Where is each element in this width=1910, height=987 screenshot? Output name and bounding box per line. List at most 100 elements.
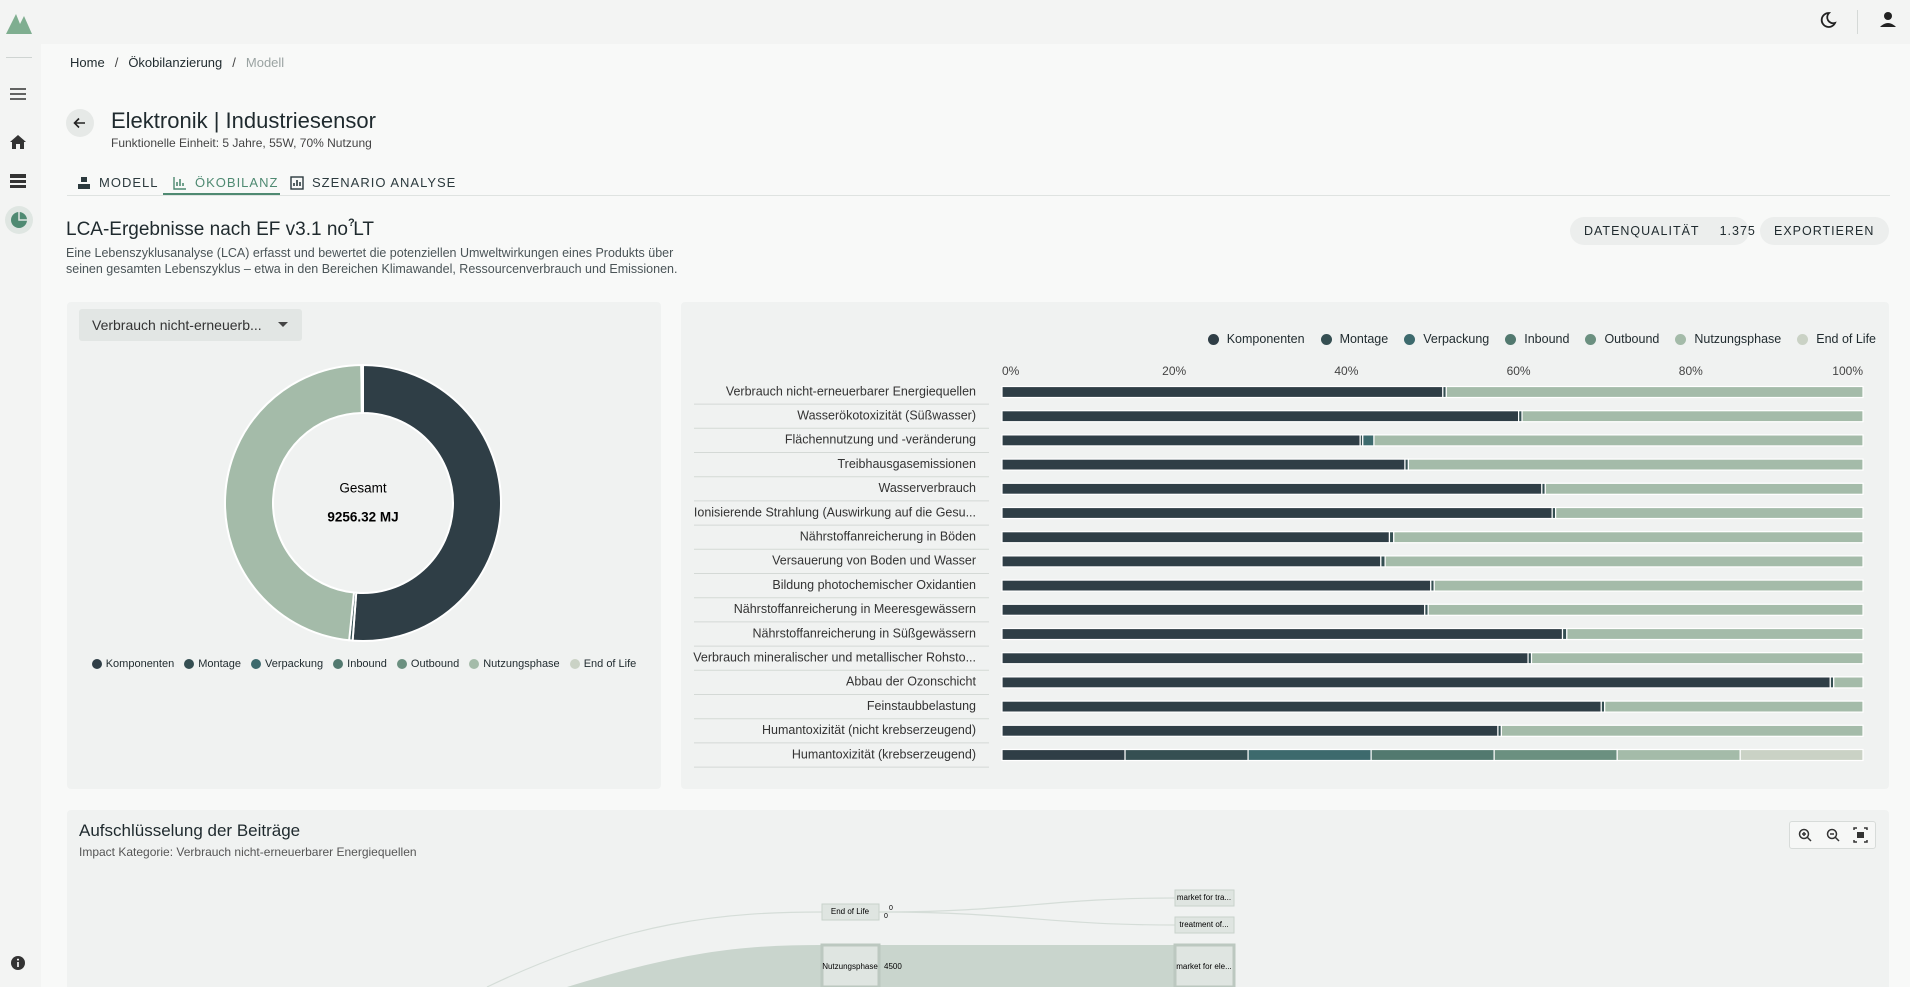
legend-item: Verpackung [251,658,323,670]
bar-segment [1001,385,1444,399]
y-tick-label: Flächennutzung und -veränderung [785,433,976,447]
y-tick-label: Humantoxizität (krebserzeugend) [792,747,976,761]
bar-segment [1001,652,1529,665]
bar-segment [1001,506,1553,520]
tab[interactable]: ÖKOBILANZ [173,175,278,190]
legend-item: Inbound [1505,332,1569,346]
donut-slice [224,363,363,642]
zoom-out[interactable] [1826,828,1840,842]
bar-segment [1739,748,1864,762]
x-tick-label: 40% [1334,364,1358,378]
y-tick-label: Bildung photochemischer Oxidantien [772,578,976,592]
breadcrumb-link[interactable]: Home [70,55,105,70]
y-tick-label: Feinstaubbelastung [867,699,976,713]
select-value: Verbrauch nicht-erneuerb... [92,317,262,333]
bar-segment [1833,676,1864,689]
tab[interactable]: MODELL [77,175,158,190]
tab-icon [173,176,186,190]
fit-view[interactable] [1853,827,1868,843]
zoom-controls [1789,821,1876,849]
flow [878,897,1176,913]
bar-segment [1362,434,1375,447]
zoom-in[interactable] [1798,828,1812,842]
user-menu[interactable] [1877,9,1899,31]
bar-segment [1530,652,1864,665]
node-label: market for ele... [1176,962,1232,971]
y-tick-label: Versauerung von Boden und Wasser [772,554,976,568]
x-tick-label: 60% [1507,364,1531,378]
bar-segment [1001,531,1391,544]
legend-swatch [396,659,407,669]
legend: Komponenten Montage Verpackung Inbound Outbo… [1207,332,1876,346]
legend-swatch [469,659,480,669]
logo[interactable] [4,8,34,38]
node[interactable] [1174,889,1235,907]
data-quality-button[interactable]: DATENQUALITÄT 1.375 [1570,217,1755,245]
node-label: Nutzungsphase [822,962,878,971]
center-label: Gesamt [339,481,387,496]
node[interactable] [820,943,881,987]
legend-item: Nutzungsphase [1675,332,1781,346]
tab[interactable]: SZENARIO ANALYSE [290,175,456,190]
bar-segment [1380,555,1386,568]
flow-value: 0 [889,905,893,912]
flow [567,945,879,987]
bar-segment [1493,748,1618,762]
x-tick-label: 20% [1162,364,1186,378]
info-icon[interactable] [10,955,26,971]
bar-segment [1001,603,1426,616]
bar-segment [1001,410,1520,423]
divider [1857,10,1858,34]
breadcrumb: Home / Ökobilanzierung / Modell [70,55,284,70]
breadcrumb-link[interactable]: Ökobilanzierung [128,55,223,70]
top-bar [0,0,1910,44]
tab-divider [67,195,1890,196]
legend-label: Verpackung [265,658,324,670]
bar-segment [1566,627,1864,641]
category-select[interactable]: Verbrauch nicht-erneuerb... [79,309,302,341]
bar-segment [1001,482,1543,495]
separator: / [114,55,119,70]
y-tick-label: Humantoxizität (nicht krebserzeugend) [762,723,976,737]
legend-swatch [1505,333,1517,345]
zoom-icons [1798,827,1868,843]
tab-icon [78,176,90,189]
center-value: 9256.32 MJ [327,510,398,525]
bar-segment [1247,748,1372,762]
bar-segment [1001,700,1602,713]
back-button[interactable] [66,109,94,137]
y-tick-label: Nährstoffanreicherung in Süßgewässern [752,626,976,640]
home-icon[interactable] [9,134,27,150]
menu-icon[interactable] [9,87,27,101]
x-tick-label: 80% [1679,364,1703,378]
y-tick-label: Wasserverbrauch [879,481,977,495]
legend-swatch [184,659,195,669]
node[interactable] [821,903,880,921]
section-description: Eine Lebenszyklusanalyse (LCA) erfasst u… [66,246,678,276]
legend-swatch [1585,333,1597,345]
breakdown-subtitle: Impact Kategorie: Verbrauch nicht-erneue… [79,845,417,859]
tab-icon [290,175,304,190]
node[interactable] [1174,916,1235,934]
legend-label: Nutzungsphase [1694,332,1782,346]
page-title: Elektronik | Industriesensor [111,108,376,133]
legend-swatch [1207,333,1219,345]
donut-slice [360,363,364,415]
legend-label: Montage [1339,332,1389,346]
node[interactable] [1173,943,1236,987]
help-icon[interactable]: ? [348,217,355,229]
bar-segment [1544,482,1864,495]
list-icon[interactable] [9,172,27,190]
legend-item: End of Life [569,658,636,670]
theme-toggle[interactable] [1814,9,1840,31]
legend-item: Outbound [1585,332,1659,346]
flow-value: 0 [884,913,888,920]
section-title: LCA-Ergebnisse nach EF v3.1 no LT [66,219,375,240]
bar-segment [1001,748,1126,762]
chart-icon [11,212,27,228]
legend-label: Inbound [347,658,387,670]
export-button[interactable]: EXPORTIEREN [1760,217,1889,245]
y-tick-label: Nährstoffanreicherung in Meeresgewässern [734,602,976,616]
legend-label: Montage [198,658,242,670]
